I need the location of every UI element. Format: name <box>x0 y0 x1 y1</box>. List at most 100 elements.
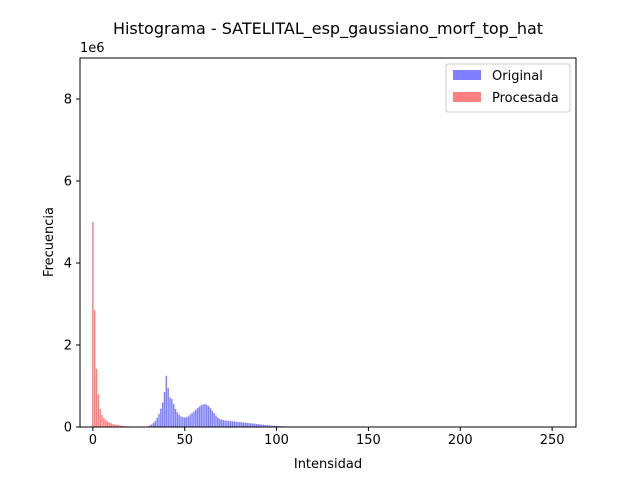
bar-original-35 <box>156 417 158 427</box>
bar-original-84 <box>246 422 248 427</box>
bar-original-90 <box>257 424 259 427</box>
bar-original-49 <box>182 417 184 427</box>
bar-original-33 <box>152 422 155 427</box>
bar-original-96 <box>268 425 270 427</box>
bar-original-69 <box>218 418 221 427</box>
bar-original-36 <box>158 413 160 427</box>
x-tick-label-150: 150 <box>356 433 381 448</box>
bar-original-51 <box>185 417 188 427</box>
bar-procesada-3 <box>97 394 100 427</box>
bar-procesada-14 <box>117 425 120 427</box>
bars-procesada-series <box>92 222 149 427</box>
plot-area-frame <box>79 57 577 428</box>
bar-original-65 <box>211 410 213 427</box>
bar-original-78 <box>235 421 237 427</box>
bar-original-98 <box>272 425 274 427</box>
bar-procesada-11 <box>112 423 114 427</box>
bar-original-50 <box>183 417 186 427</box>
bar-original-39 <box>163 392 166 427</box>
bar-procesada-5 <box>101 414 103 427</box>
x-tick-label-100: 100 <box>264 433 289 448</box>
legend-label-procesada: Procesada <box>492 91 559 106</box>
bar-original-76 <box>231 421 234 427</box>
legend-swatch-original <box>453 70 481 80</box>
x-axis-ticks: 0 50 100 150 200 250 <box>89 427 565 448</box>
bar-procesada-17 <box>123 425 125 427</box>
bar-original-45 <box>174 408 177 427</box>
bar-original-77 <box>233 421 236 427</box>
bar-original-42 <box>169 397 171 427</box>
x-tick-label-200: 200 <box>448 433 473 448</box>
bar-original-94 <box>264 424 267 427</box>
bar-original-64 <box>209 408 212 427</box>
y-axis-ticks: 0 2 4 6 8 <box>64 93 80 436</box>
bar-original-38 <box>161 402 164 427</box>
bar-original-58 <box>198 406 201 427</box>
bar-original-52 <box>187 416 190 427</box>
bar-original-60 <box>202 404 204 427</box>
bar-original-31 <box>149 425 151 427</box>
bar-original-57 <box>196 408 199 427</box>
bar-original-63 <box>207 406 210 427</box>
bar-original-62 <box>206 404 208 427</box>
bar-original-71 <box>222 420 225 427</box>
bar-original-70 <box>220 419 223 427</box>
legend: Original Procesada <box>445 63 571 113</box>
bar-original-92 <box>261 424 263 427</box>
bar-original-73 <box>226 420 228 427</box>
bar-original-48 <box>180 416 182 427</box>
bar-original-46 <box>176 412 179 427</box>
bar-procesada-7 <box>104 420 107 427</box>
chart-title: Histograma - SATELITAL_esp_gaussiano_mor… <box>113 19 543 39</box>
bar-procesada-8 <box>106 421 109 427</box>
y-tick-label-2: 2 <box>64 339 72 354</box>
legend-label-original: Original <box>492 69 543 84</box>
x-tick-label-50: 50 <box>176 433 193 448</box>
bar-original-72 <box>224 420 226 427</box>
bar-original-79 <box>237 421 239 428</box>
bar-original-68 <box>217 417 219 427</box>
bar-procesada-12 <box>114 424 116 427</box>
bar-original-82 <box>242 422 245 427</box>
bar-original-41 <box>167 388 169 427</box>
bar-procesada-2 <box>95 368 98 427</box>
bar-original-37 <box>160 408 162 427</box>
bar-procesada-16 <box>121 425 123 427</box>
bar-original-88 <box>253 423 256 427</box>
bar-original-43 <box>171 399 173 427</box>
x-tick-label-0: 0 <box>89 433 97 448</box>
bar-original-95 <box>266 425 269 427</box>
bar-original-34 <box>154 420 157 427</box>
bar-procesada-10 <box>110 423 112 427</box>
x-tick-label-250: 250 <box>540 433 565 448</box>
legend-swatch-procesada <box>453 92 481 102</box>
y-axis-label: Frecuencia <box>42 207 57 277</box>
bar-original-74 <box>228 420 230 427</box>
bar-original-89 <box>255 423 258 427</box>
bar-procesada-0 <box>92 222 94 427</box>
y-tick-label-6: 6 <box>64 175 72 190</box>
bar-original-86 <box>250 423 252 427</box>
y-tick-label-4: 4 <box>64 257 72 272</box>
bar-original-93 <box>262 424 265 427</box>
y-tick-label-0: 0 <box>64 421 72 436</box>
bar-original-53 <box>189 414 191 427</box>
bar-original-59 <box>200 405 202 427</box>
bar-original-81 <box>240 422 243 427</box>
bar-procesada-13 <box>116 424 118 427</box>
bar-original-67 <box>215 415 217 427</box>
bar-original-66 <box>213 413 215 427</box>
bar-original-75 <box>229 421 232 427</box>
bar-original-54 <box>191 413 193 427</box>
bar-original-99 <box>273 425 276 427</box>
bar-original-97 <box>270 425 272 427</box>
bar-procesada-9 <box>108 422 111 427</box>
bar-original-40 <box>165 375 168 427</box>
bar-original-56 <box>195 409 197 427</box>
bar-original-80 <box>239 422 241 427</box>
bar-procesada-15 <box>119 425 122 427</box>
bar-original-85 <box>248 423 250 427</box>
y-tick-label-8: 8 <box>64 93 72 108</box>
bar-original-61 <box>204 404 206 427</box>
